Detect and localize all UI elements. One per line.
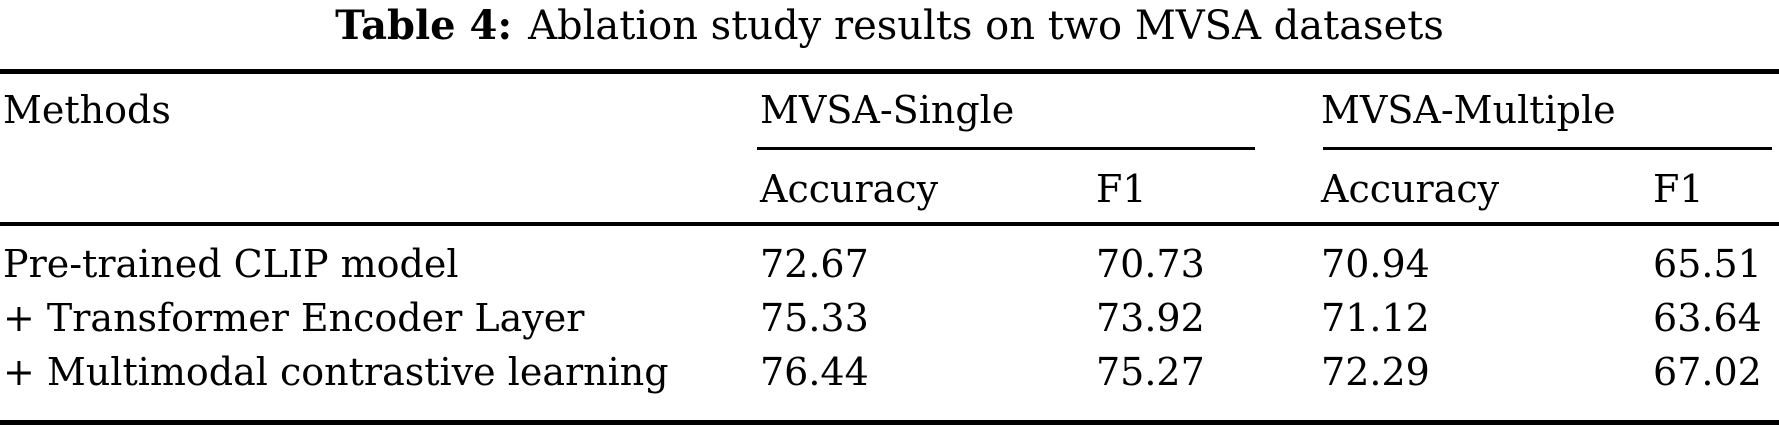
mvsa-multiple-group-header: MVSA-Multiple [1321, 88, 1616, 133]
value-cell: 70.73 [1096, 242, 1205, 287]
value-cell: 75.27 [1096, 350, 1205, 395]
spacer-row [0, 222, 1779, 238]
f1-single-header: F1 [1096, 167, 1147, 212]
value-cell: 72.67 [760, 242, 869, 287]
value-cell: 72.29 [1321, 350, 1430, 395]
value-cell: 71.12 [1321, 296, 1430, 341]
sub-header-row: Accuracy F1 Accuracy F1 [0, 150, 1779, 222]
ablation-results-table: Methods MVSA-Single MVSA-Multiple Accura… [0, 72, 1779, 400]
f1-multiple-header: F1 [1653, 167, 1704, 212]
bottom-rule [0, 420, 1779, 425]
table-row: + Multimodal contrastive learning 76.44 … [0, 346, 1779, 400]
spacer-cell [0, 150, 757, 222]
methods-column-header: Methods [3, 88, 171, 133]
mvsa-single-group-header: MVSA-Single [760, 88, 1015, 133]
accuracy-single-header: Accuracy [760, 167, 939, 212]
mvsa-single-cmidrule [757, 147, 1255, 150]
value-cell: 67.02 [1653, 350, 1762, 395]
spacer-cell [0, 222, 1779, 238]
table-row: Pre-trained CLIP model 72.67 70.73 70.94… [0, 238, 1779, 292]
value-cell: 75.33 [760, 296, 869, 341]
group-header-row: Methods MVSA-Single MVSA-Multiple [0, 72, 1779, 150]
value-cell: 70.94 [1321, 242, 1430, 287]
method-cell: Pre-trained CLIP model [3, 242, 459, 287]
header-mid-rule [0, 222, 1779, 226]
table-caption: Table 4: Ablation study results on two MV… [0, 2, 1779, 50]
value-cell: 63.64 [1653, 296, 1762, 341]
method-cell: + Multimodal contrastive learning [3, 350, 669, 395]
value-cell: 76.44 [760, 350, 869, 395]
accuracy-multiple-header: Accuracy [1321, 167, 1500, 212]
table-row: + Transformer Encoder Layer 75.33 73.92 … [0, 292, 1779, 346]
mvsa-multiple-cmidrule [1323, 147, 1772, 150]
table-caption-text: Ablation study results on two MVSA datas… [528, 3, 1444, 49]
value-cell: 73.92 [1096, 296, 1205, 341]
table-caption-label: Table 4: [335, 2, 513, 49]
value-cell: 65.51 [1653, 242, 1762, 287]
top-rule [0, 69, 1779, 74]
method-cell: + Transformer Encoder Layer [3, 296, 585, 341]
